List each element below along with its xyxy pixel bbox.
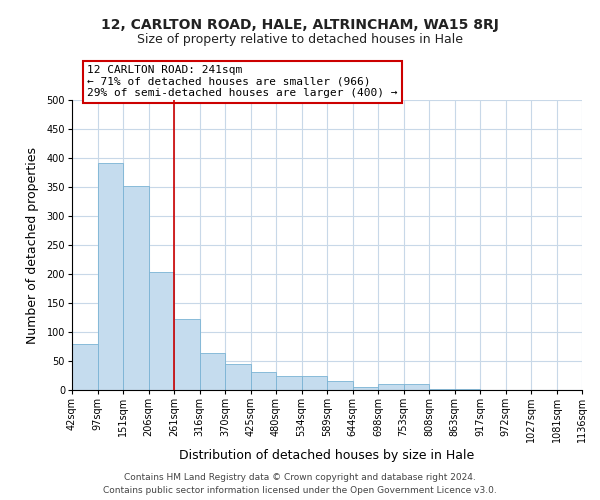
Bar [378, 384, 404, 390]
Bar [353, 386, 378, 390]
Text: Contains HM Land Registry data © Crown copyright and database right 2024.: Contains HM Land Registry data © Crown c… [124, 472, 476, 482]
Y-axis label: Number of detached properties: Number of detached properties [26, 146, 40, 344]
Bar [404, 384, 429, 390]
Text: 12, CARLTON ROAD, HALE, ALTRINCHAM, WA15 8RJ: 12, CARLTON ROAD, HALE, ALTRINCHAM, WA15… [101, 18, 499, 32]
Text: 12 CARLTON ROAD: 241sqm
← 71% of detached houses are smaller (966)
29% of semi-d: 12 CARLTON ROAD: 241sqm ← 71% of detache… [88, 65, 398, 98]
Bar [327, 380, 353, 390]
Bar [174, 319, 199, 390]
Bar [97, 162, 123, 390]
Bar [72, 344, 97, 390]
Text: Contains public sector information licensed under the Open Government Licence v3: Contains public sector information licen… [103, 486, 497, 495]
Text: Size of property relative to detached houses in Hale: Size of property relative to detached ho… [137, 32, 463, 46]
Bar [276, 376, 302, 390]
Bar [123, 186, 149, 390]
X-axis label: Distribution of detached houses by size in Hale: Distribution of detached houses by size … [179, 450, 475, 462]
Bar [199, 354, 225, 390]
Bar [149, 272, 174, 390]
Bar [251, 372, 276, 390]
Bar [225, 364, 251, 390]
Bar [302, 376, 327, 390]
